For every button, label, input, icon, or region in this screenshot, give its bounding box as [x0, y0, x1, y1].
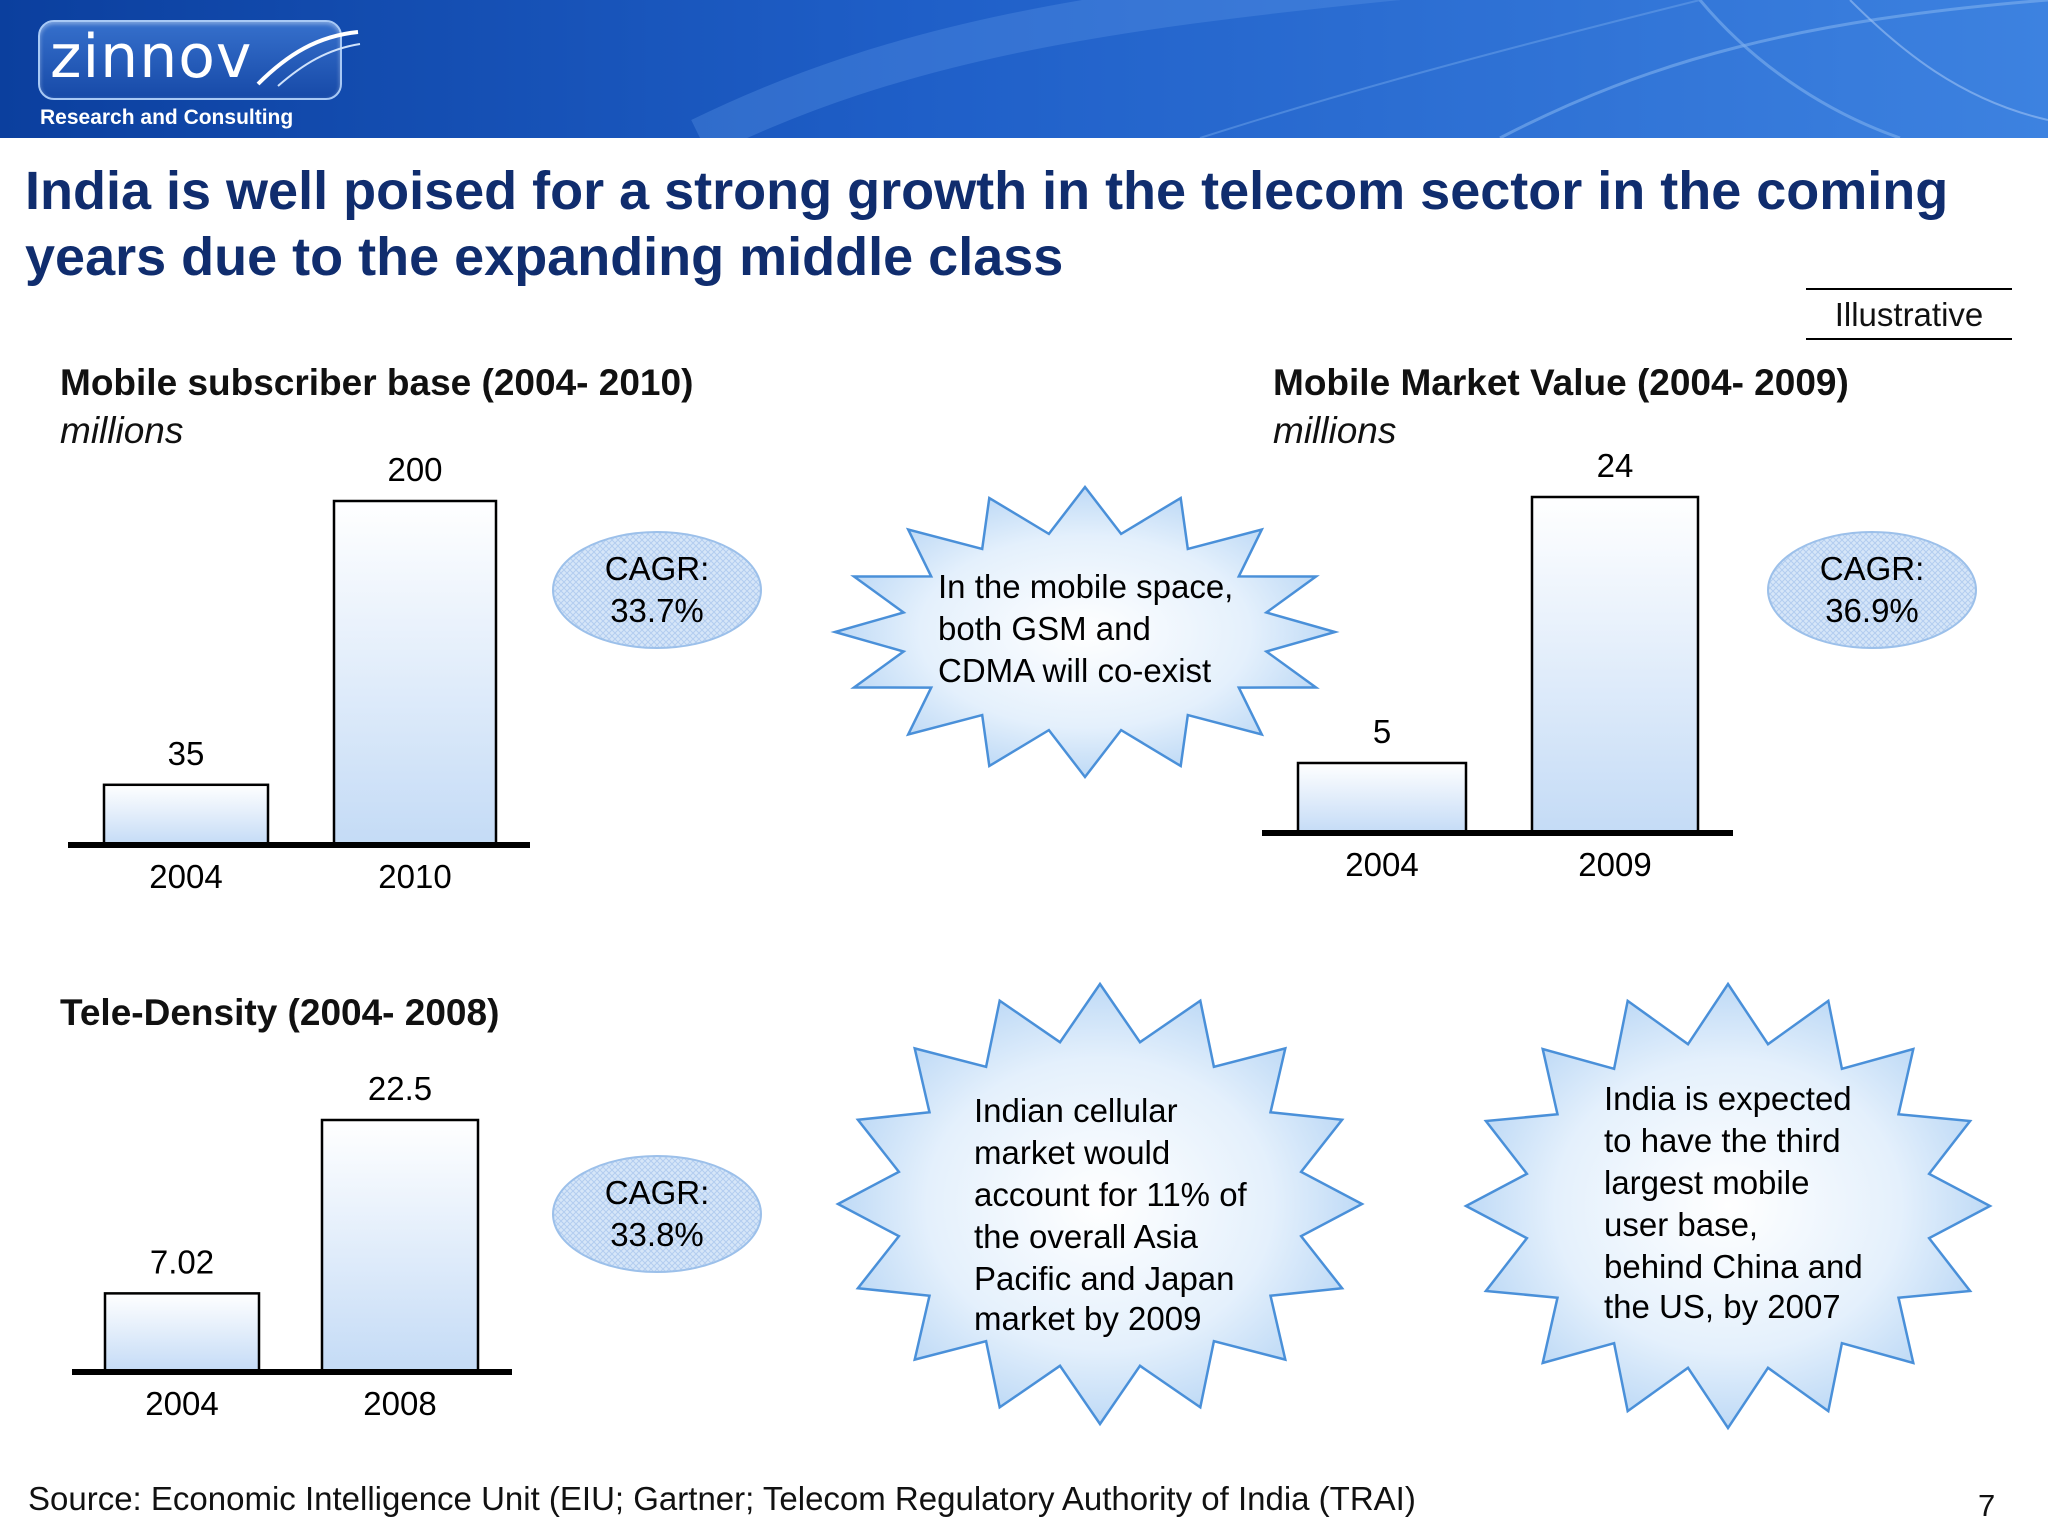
category-label: 2004: [149, 858, 222, 895]
cagr-badge-market-value: CAGR: 36.9%: [1767, 531, 1977, 649]
starburst-shape: [835, 981, 1365, 1427]
bar-chart-2: 5 2004 24 2009: [1262, 447, 1733, 883]
callout-line: the overall Asia: [974, 1218, 1198, 1255]
callout-third-largest: India is expected to have the third larg…: [1463, 981, 1993, 1431]
bar-value-label: 5: [1373, 713, 1391, 750]
chart-title-subscriber: Mobile subscriber base (2004- 2010): [60, 362, 694, 403]
bar-2004: [103, 1292, 261, 1374]
callout-line: market would: [974, 1134, 1170, 1171]
bar-value-label: 200: [387, 451, 442, 488]
header-banner: zinnov Research and Consulting: [0, 0, 2048, 138]
bar-value-label: 35: [168, 735, 205, 772]
bar-2004: [1296, 761, 1468, 835]
cagr-label: CAGR:: [605, 1174, 710, 1211]
callout-line: In the mobile space,: [938, 568, 1233, 605]
bar-chart-3: 7.02 2004 22.5 2008: [72, 1070, 512, 1422]
callout-line: behind China and: [1604, 1248, 1863, 1285]
category-label: 2004: [145, 1385, 218, 1422]
chart-title-tele-density: Tele-Density (2004- 2008): [60, 992, 500, 1033]
logo-tagline: Research and Consulting: [40, 106, 294, 129]
bar-value-label: 22.5: [368, 1070, 432, 1107]
callout-line: largest mobile: [1604, 1164, 1809, 1201]
category-label: 2010: [378, 858, 451, 895]
bar-chart-1: 35 2004 200 2010: [68, 451, 530, 895]
page-number: 7: [1978, 1488, 1996, 1523]
cagr-label: CAGR:: [1820, 550, 1925, 587]
callout-line: Indian cellular: [974, 1092, 1178, 1129]
cagr-badge-subscriber: CAGR: 33.7%: [552, 531, 762, 649]
category-label: 2008: [363, 1385, 436, 1422]
callout-gsm-cdma: In the mobile space, both GSM and CDMA w…: [830, 484, 1340, 780]
callout-line: India is expected: [1604, 1080, 1852, 1117]
callout-asia-pacific: Indian cellular market would account for…: [835, 981, 1365, 1427]
bar-2004: [102, 783, 270, 847]
chart-subtitle-market-value: millions: [1273, 410, 1397, 451]
cagr-value: 36.9%: [1825, 592, 1919, 629]
callout-line: account for 11% of: [974, 1176, 1248, 1213]
source-note: Source: Economic Intelligence Unit (EIU;…: [28, 1480, 1416, 1517]
logo-swoosh-icon: [256, 30, 361, 87]
bar-2008: [320, 1118, 480, 1374]
slide-title: India is well poised for a strong growth…: [25, 161, 1949, 287]
callout-line: user base,: [1604, 1206, 1758, 1243]
bar-charts: 35 2004 200 2010 5 2004 24 2009 7.02 2004 22.5 2008: [68, 447, 1733, 1422]
cagr-badge-tele-density: CAGR: 33.8%: [552, 1155, 762, 1273]
illustrative-label: Illustrative: [1806, 288, 2012, 340]
logo: [38, 20, 342, 100]
logo-text: zinnov: [50, 22, 253, 92]
banner-decoration: [691, 0, 2048, 138]
cagr-value: 33.7%: [610, 592, 704, 629]
callout-line: both GSM and: [938, 610, 1151, 647]
callout-line: CDMA will co-exist: [938, 652, 1211, 689]
callout-line: Pacific and Japan: [974, 1260, 1235, 1297]
cagr-label: CAGR:: [605, 550, 710, 587]
starburst-shape: [1463, 981, 1993, 1431]
bar-value-label: 24: [1597, 447, 1634, 484]
cagr-value: 33.8%: [610, 1216, 704, 1253]
bar-2009: [1530, 495, 1700, 835]
category-label: 2009: [1578, 846, 1651, 883]
callout-line: the US, by 2007: [1604, 1288, 1841, 1325]
bar-value-label: 7.02: [150, 1243, 214, 1280]
chart-title-market-value: Mobile Market Value (2004- 2009): [1273, 362, 1849, 403]
callout-line: to have the third: [1604, 1122, 1841, 1159]
chart-subtitle-subscriber: millions: [60, 410, 184, 451]
category-label: 2004: [1345, 846, 1418, 883]
starburst-shape: [830, 484, 1340, 780]
callout-line: market by 2009: [974, 1300, 1201, 1337]
bar-2010: [332, 499, 498, 847]
